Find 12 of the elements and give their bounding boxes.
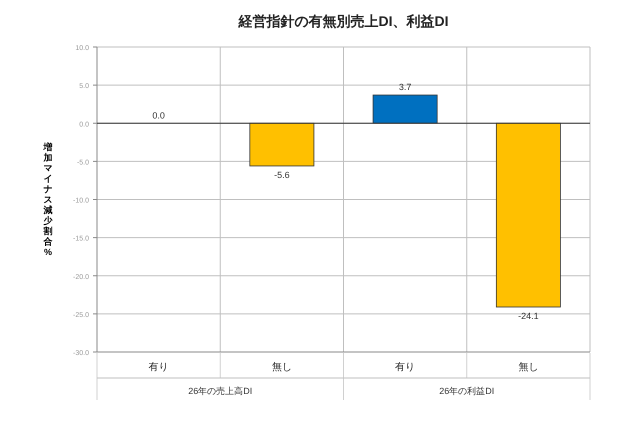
x-tick-label: 無し bbox=[518, 361, 538, 373]
x-tick-label: 有り bbox=[148, 361, 169, 373]
x-tick-label: 無し bbox=[272, 361, 292, 373]
data-label: 0.0 bbox=[152, 110, 165, 120]
data-label: -24.1 bbox=[518, 311, 539, 322]
text: 26年の売上高DI bbox=[188, 386, 252, 396]
data-label: 3.7 bbox=[398, 82, 412, 92]
text: 26年の利益DI bbox=[439, 386, 494, 396]
data-label: -5.6 bbox=[274, 170, 290, 180]
text: 増加マイナス減少割合% bbox=[44, 142, 52, 257]
chart-title: 経営指針の有無別売上DI、利益DI bbox=[238, 13, 448, 29]
x-tick-label: 有り bbox=[395, 361, 416, 373]
